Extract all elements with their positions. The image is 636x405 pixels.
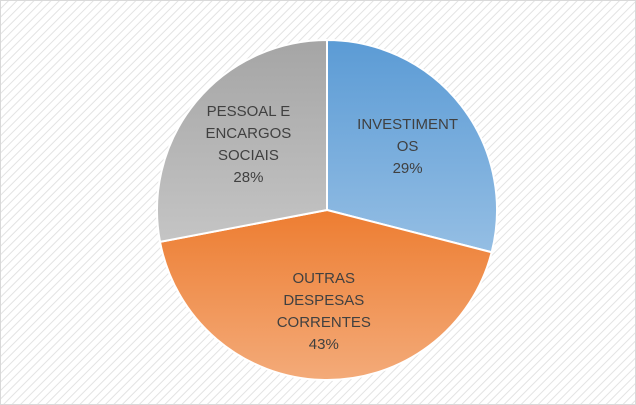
category-label: INVESTIMENTOS (357, 116, 459, 156)
pie-slice (326, 38, 498, 254)
slice-label: PESSOAL E ENCARGOS SOCIAIS 28% (196, 101, 300, 189)
value-label: 29% (392, 160, 423, 178)
slice-label: INVESTIMENTOS 29% (356, 114, 460, 180)
category-label: PESSOAL E ENCARGOS SOCIAIS (205, 102, 292, 164)
category-label: OUTRAS DESPESAS CORRENTES (276, 269, 371, 331)
pie-slice (156, 38, 328, 244)
pie-slice (158, 208, 493, 381)
value-label: 28% (233, 168, 264, 186)
value-label: 43% (308, 335, 339, 353)
slice-label: OUTRAS DESPESAS CORRENTES 43% (272, 268, 376, 356)
